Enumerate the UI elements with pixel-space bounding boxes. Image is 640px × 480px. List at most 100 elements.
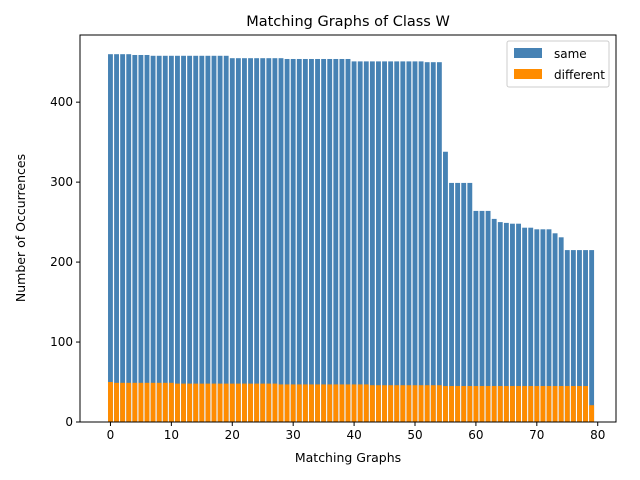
- bar-same-21: [235, 58, 241, 422]
- bar-different-30: [290, 384, 296, 422]
- bar-same-29: [284, 58, 290, 423]
- bar-same-28: [278, 58, 284, 422]
- bar-different-1: [114, 382, 119, 422]
- series-different: [108, 382, 595, 422]
- bar-same-2: [120, 54, 126, 422]
- bar-same-50: [412, 61, 418, 422]
- bar-different-15: [199, 383, 205, 422]
- bar-different-34: [315, 384, 320, 422]
- bar-different-70: [534, 386, 540, 422]
- bar-same-73: [552, 233, 558, 422]
- bar-same-6: [144, 54, 150, 423]
- bar-different-47: [394, 385, 400, 422]
- bar-different-74: [558, 386, 564, 422]
- bar-different-61: [479, 386, 485, 422]
- bar-same-12: [181, 55, 186, 422]
- bar-same-25: [260, 58, 266, 422]
- bar-different-9: [162, 382, 168, 422]
- bar-different-48: [400, 385, 406, 422]
- x-tick-label-0: 0: [107, 428, 115, 442]
- bar-same-46: [388, 61, 394, 422]
- series-same: [108, 54, 595, 423]
- bar-same-45: [382, 61, 387, 422]
- bar-same-41: [357, 61, 363, 422]
- bar-different-71: [540, 386, 546, 422]
- bar-same-36: [327, 58, 333, 423]
- bar-different-29: [284, 384, 290, 422]
- bar-different-43: [369, 385, 375, 422]
- bar-different-23: [248, 383, 253, 422]
- bar-same-9: [162, 55, 168, 422]
- legend-swatch-same: [514, 48, 542, 58]
- bar-same-32: [302, 58, 308, 423]
- legend-swatch-different: [514, 69, 542, 79]
- bar-different-12: [181, 383, 186, 422]
- bar-same-19: [223, 55, 229, 422]
- bar-different-16: [205, 383, 211, 422]
- x-tick-label-50: 50: [407, 428, 422, 442]
- bar-same-58: [461, 182, 467, 422]
- bar-different-79: [589, 405, 595, 422]
- bar-different-67: [516, 386, 521, 422]
- bar-same-8: [156, 55, 162, 422]
- bar-different-22: [242, 383, 247, 422]
- legend-label-different: different: [554, 68, 605, 82]
- bar-same-3: [126, 54, 132, 422]
- bar-same-57: [455, 182, 461, 422]
- bar-different-76: [570, 386, 576, 422]
- bar-same-10: [168, 55, 174, 422]
- bar-different-20: [229, 383, 235, 422]
- legend-label-same: same: [554, 47, 587, 61]
- bar-same-64: [497, 222, 503, 422]
- bar-different-63: [491, 386, 497, 422]
- bar-different-18: [217, 383, 223, 422]
- bar-different-49: [406, 385, 412, 422]
- x-axis-ticks: 0 10 20 30 40 50 60 70 80: [107, 422, 605, 442]
- bar-different-77: [577, 386, 582, 422]
- bar-different-66: [510, 386, 515, 422]
- bar-different-5: [138, 382, 144, 422]
- y-tick-label-100: 100: [50, 335, 73, 349]
- bar-different-60: [473, 386, 479, 422]
- bar-same-62: [485, 210, 491, 422]
- bar-same-61: [479, 210, 485, 422]
- bar-different-73: [552, 386, 558, 422]
- bar-same-37: [333, 58, 339, 423]
- bar-same-52: [424, 62, 430, 422]
- bars: [108, 54, 595, 423]
- bar-same-23: [248, 58, 253, 422]
- x-tick-label-40: 40: [346, 428, 361, 442]
- bar-different-56: [449, 386, 454, 422]
- bar-same-0: [108, 54, 113, 422]
- bar-same-1: [114, 54, 119, 422]
- y-tick-label-200: 200: [50, 255, 73, 269]
- bar-same-44: [376, 61, 381, 422]
- bar-different-68: [522, 386, 528, 422]
- bar-same-54: [436, 62, 442, 422]
- bar-different-58: [461, 386, 467, 422]
- bar-same-51: [418, 61, 424, 422]
- bar-different-0: [108, 382, 113, 422]
- bar-same-35: [321, 58, 327, 423]
- bar-different-40: [351, 384, 357, 422]
- x-tick-label-20: 20: [225, 428, 240, 442]
- bar-same-65: [503, 222, 509, 422]
- bar-different-21: [235, 383, 241, 422]
- bar-same-77: [577, 250, 582, 422]
- bar-different-11: [175, 383, 180, 422]
- bar-same-34: [315, 58, 320, 423]
- bar-same-68: [522, 227, 528, 422]
- bar-different-3: [126, 382, 132, 422]
- bar-different-36: [327, 384, 333, 422]
- bar-different-42: [363, 384, 369, 422]
- bar-different-44: [376, 385, 381, 422]
- bar-same-59: [467, 182, 473, 422]
- bar-same-16: [205, 55, 211, 422]
- bar-different-6: [144, 382, 150, 422]
- bar-same-78: [583, 250, 588, 422]
- bar-same-5: [138, 54, 144, 423]
- bar-same-30: [290, 58, 296, 423]
- bar-same-48: [400, 61, 406, 422]
- bar-different-31: [296, 384, 302, 422]
